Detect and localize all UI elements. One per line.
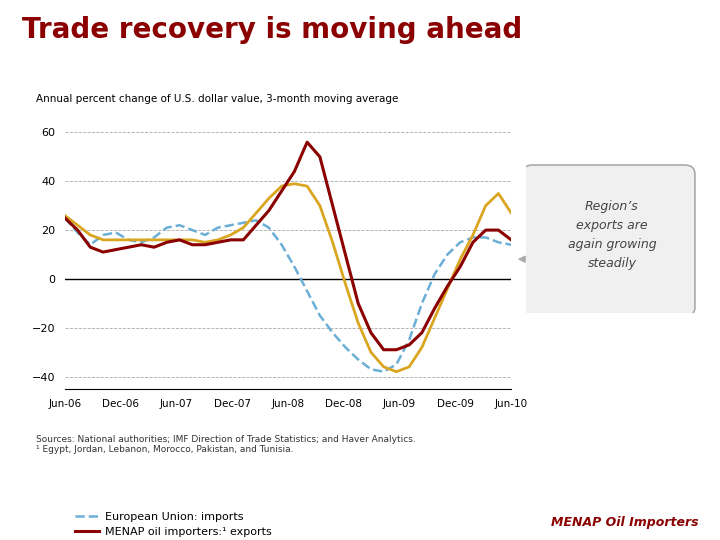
- Text: Sources: National authorities; IMF Direction of Trade Statistics; and Haver Anal: Sources: National authorities; IMF Direc…: [36, 435, 415, 454]
- Text: Annual percent change of U.S. dollar value, 3-month moving average: Annual percent change of U.S. dollar val…: [36, 94, 398, 105]
- Text: Trade recovery is moving ahead: Trade recovery is moving ahead: [22, 16, 522, 44]
- Text: Region’s
exports are
again growing
steadily: Region’s exports are again growing stead…: [567, 200, 657, 269]
- Text: MENAP Oil Importers: MENAP Oil Importers: [551, 516, 698, 529]
- FancyBboxPatch shape: [522, 165, 695, 316]
- Legend: European Union: imports, MENAP oil importers:¹ exports, Emerging and devel. econ: European Union: imports, MENAP oil impor…: [71, 508, 338, 540]
